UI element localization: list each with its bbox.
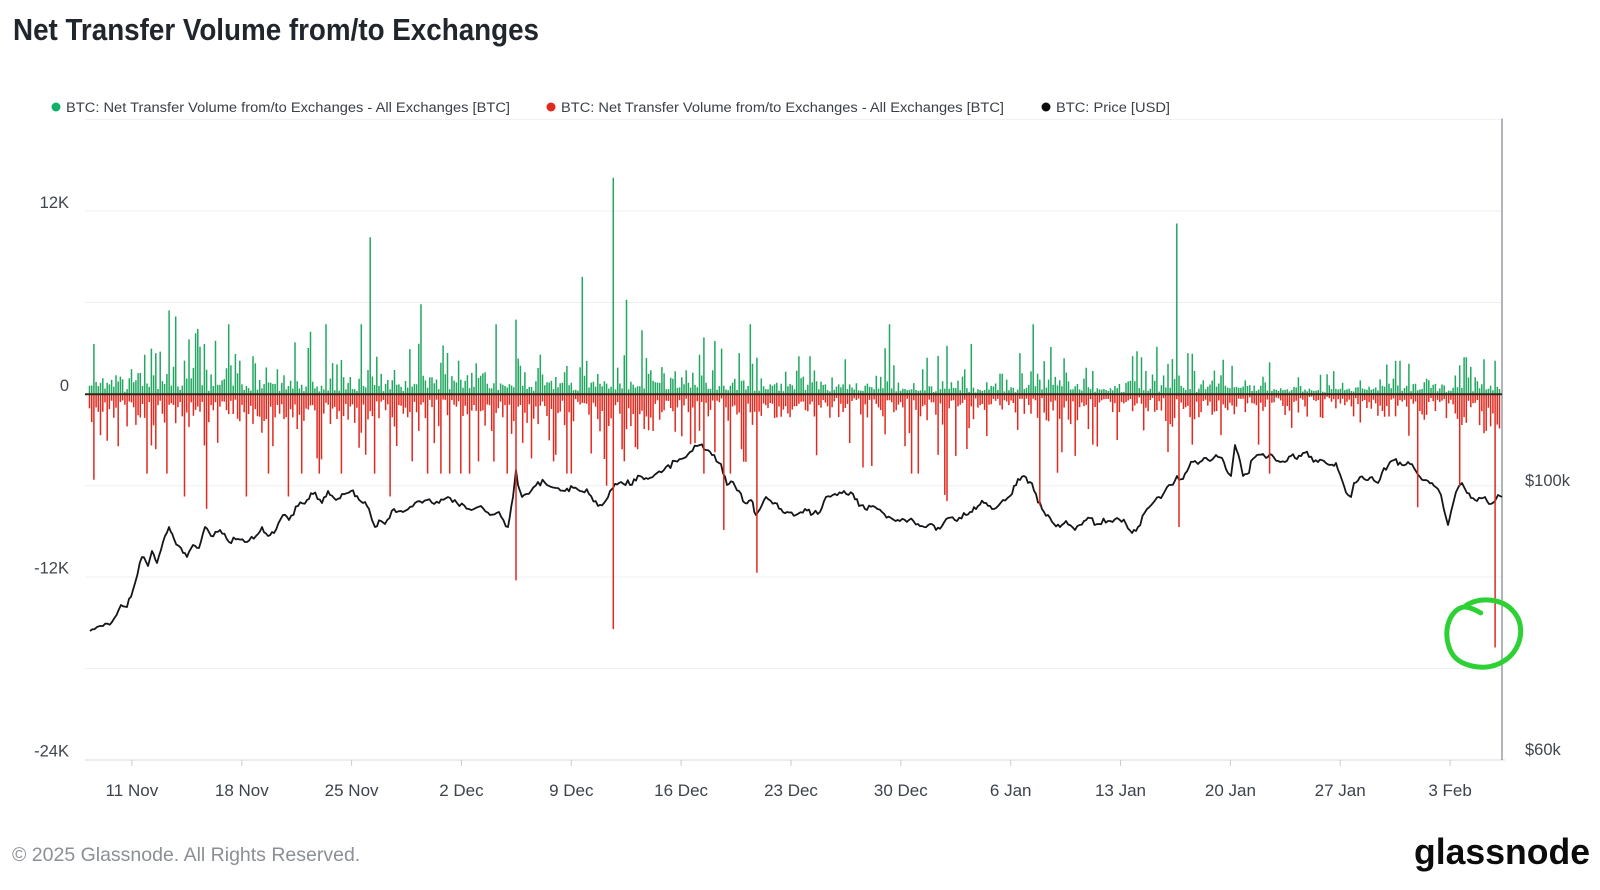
svg-text:0: 0 [60,377,69,395]
svg-text:© 2025 Glassnode. All Rights R: © 2025 Glassnode. All Rights Reserved. [12,844,360,866]
svg-text:12K: 12K [40,194,69,212]
svg-text:-24K: -24K [34,743,69,761]
svg-text:3 Feb: 3 Feb [1428,781,1471,800]
svg-text:11 Nov: 11 Nov [106,781,159,800]
svg-text:13 Jan: 13 Jan [1095,781,1146,800]
svg-text:$100k: $100k [1525,472,1571,490]
svg-text:27 Jan: 27 Jan [1315,781,1366,800]
svg-text:Net Transfer Volume from/to Ex: Net Transfer Volume from/to Exchanges [13,12,539,47]
svg-text:30 Dec: 30 Dec [874,781,928,800]
svg-text:$60k: $60k [1525,741,1562,759]
svg-text:2 Dec: 2 Dec [439,781,484,800]
svg-text:20 Jan: 20 Jan [1205,781,1256,800]
svg-text:18 Nov: 18 Nov [215,781,269,800]
svg-text:16 Dec: 16 Dec [654,781,708,800]
svg-text:BTC: Net Transfer Volume from/: BTC: Net Transfer Volume from/to Exchang… [561,100,1004,115]
svg-text:6 Jan: 6 Jan [990,781,1032,800]
svg-text:BTC: Price [USD]: BTC: Price [USD] [1056,100,1170,115]
svg-text:23 Dec: 23 Dec [764,781,818,800]
svg-text:BTC: Net Transfer Volume from/: BTC: Net Transfer Volume from/to Exchang… [66,100,510,115]
svg-text:-12K: -12K [34,560,69,578]
svg-text:glassnode: glassnode [1414,831,1590,872]
svg-text:9 Dec: 9 Dec [549,781,594,800]
svg-text:25 Nov: 25 Nov [325,781,379,800]
